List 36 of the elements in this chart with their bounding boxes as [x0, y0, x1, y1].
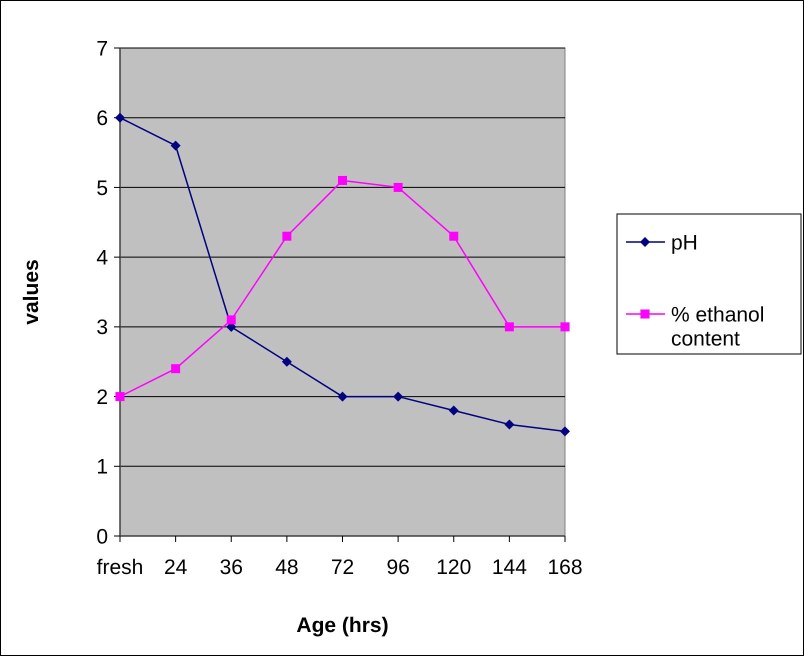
x-tick-label: 48 [275, 556, 299, 579]
x-axis-title: Age (hrs) [296, 614, 389, 637]
y-tick-label: 2 [96, 386, 108, 409]
legend-label: pH [671, 231, 698, 254]
x-tick-label: 72 [330, 556, 354, 579]
point [226, 315, 236, 324]
y-tick-label: 1 [96, 456, 108, 479]
point [449, 232, 458, 241]
y-tick-label: 6 [96, 107, 108, 130]
y-axis-title: values [20, 259, 43, 325]
point [504, 419, 514, 430]
point [393, 392, 404, 402]
y-tick-label: 4 [96, 246, 108, 270]
x-tick-label: 168 [547, 556, 583, 579]
point [560, 426, 570, 436]
point [170, 140, 181, 151]
point [560, 322, 570, 332]
x-tick-label: 144 [492, 556, 528, 579]
point [338, 392, 348, 402]
point [282, 356, 292, 367]
y-tick-label: 3 [96, 316, 108, 340]
point [394, 182, 403, 192]
y-tick-label: 0 [96, 525, 108, 548]
point [282, 232, 292, 241]
x-tick-label: 96 [386, 556, 410, 579]
x-tick-label: 24 [164, 556, 188, 579]
y-tick-label: 7 [96, 37, 108, 60]
x-tick-label: fresh [96, 556, 144, 579]
legend-label: % ethanol content [671, 303, 764, 350]
point [448, 406, 459, 416]
y-tick-label: 5 [96, 176, 108, 200]
point [504, 322, 514, 332]
point [171, 364, 180, 374]
point [338, 176, 347, 185]
x-tick-label: 36 [220, 556, 243, 579]
x-tick-label: 120 [436, 556, 472, 579]
